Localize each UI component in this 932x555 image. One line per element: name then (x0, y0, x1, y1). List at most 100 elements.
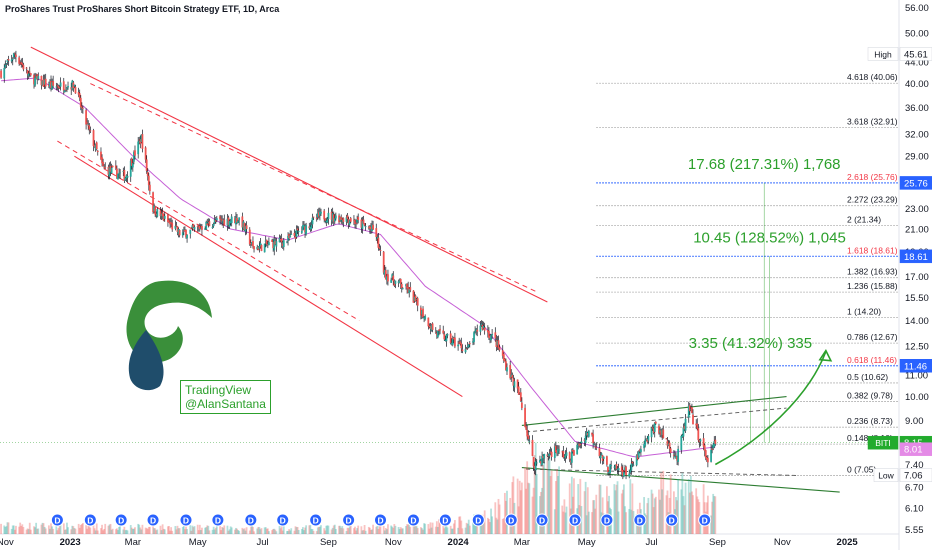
volume-bar (264, 527, 267, 534)
volume-bar (122, 529, 125, 534)
candle-body (133, 152, 135, 162)
candle-body (702, 438, 705, 447)
candle-body (434, 331, 437, 333)
volume-bar (310, 528, 313, 534)
volume-bar (15, 525, 17, 534)
candle-body (293, 232, 296, 236)
volume-bar (519, 490, 522, 534)
dividend-marker[interactable] (535, 513, 549, 527)
candle-body (338, 215, 340, 223)
fib-extension: 4.618 (40.06) 3.618 (32.91) 2.618 (25.76) 2… (0, 72, 899, 476)
projection-arrowhead (818, 349, 833, 362)
volume-bar (501, 518, 504, 534)
time-tick-label: Sep (320, 537, 337, 548)
candle-body (205, 221, 208, 230)
candle-body (228, 221, 231, 227)
candle-body (405, 284, 407, 287)
volume-bar (176, 525, 179, 534)
candle-body (580, 441, 583, 444)
volume-bar (420, 527, 422, 534)
dividend-marker[interactable] (471, 513, 485, 527)
dividend-marker[interactable] (114, 513, 128, 527)
volume-bar (390, 525, 393, 534)
candle-body (312, 216, 315, 218)
volume-bar (550, 470, 553, 534)
dividend-marker[interactable] (309, 513, 323, 527)
dividend-marker[interactable] (633, 513, 647, 527)
volume-bar (427, 524, 430, 534)
volume-bar (547, 458, 550, 534)
candle-body (460, 343, 463, 349)
dividend-marker[interactable] (568, 513, 582, 527)
candle-body (349, 218, 352, 222)
dividend-marker[interactable] (211, 513, 225, 527)
volume-bar (391, 526, 394, 534)
candle-body (310, 224, 313, 229)
candle-body (78, 93, 81, 98)
candle-body (77, 92, 80, 95)
candle-body (705, 456, 708, 460)
candle-body (699, 439, 702, 442)
candle-body (458, 342, 461, 344)
candle-body (488, 330, 490, 338)
volume-bar (681, 473, 684, 534)
volume-bar (272, 528, 275, 534)
volume-bar (114, 529, 117, 534)
wedge-lower-dashed-line (526, 468, 798, 476)
dividend-marker[interactable] (244, 513, 258, 527)
dividend-marker[interactable] (179, 513, 193, 527)
candle-body (342, 218, 345, 222)
candle-body (511, 375, 514, 379)
dividend-marker[interactable] (146, 513, 160, 527)
candles (0, 50, 717, 480)
volume-bar (384, 528, 387, 534)
dividend-marker[interactable] (600, 513, 614, 527)
volume-bar (339, 525, 342, 534)
candle-body (422, 308, 424, 318)
candle-body (281, 243, 284, 246)
dividend-marker[interactable] (665, 513, 679, 527)
candle-body (221, 219, 224, 222)
trend-channel (30, 46, 840, 493)
candle-body (266, 244, 269, 246)
volume-bar (512, 476, 515, 534)
candle-body (28, 71, 31, 73)
volume-bar (563, 499, 566, 534)
volume-bar (534, 442, 537, 534)
volume-bar (532, 487, 535, 534)
candle-body (79, 97, 82, 107)
candle-body (124, 177, 127, 181)
time-tick-label: 2023 (60, 537, 81, 548)
volume-bar (206, 525, 209, 534)
dividend-marker[interactable] (698, 513, 712, 527)
volume-bar (137, 523, 140, 534)
volume-bar (457, 527, 460, 534)
dividend-marker[interactable] (504, 513, 518, 527)
candle-body (125, 175, 128, 179)
dividend-marker[interactable] (438, 513, 452, 527)
watermark-label: TradingView @AlanSantana (180, 380, 271, 414)
volume-bar (205, 527, 208, 534)
volume-bar (19, 522, 22, 534)
dividend-marker[interactable] (83, 513, 97, 527)
volume-bar (666, 490, 669, 534)
volume-bar (138, 524, 141, 534)
volume-bar (6, 522, 9, 534)
volume-bar (354, 526, 356, 534)
dividend-marker-label: D (150, 516, 156, 526)
dividend-marker[interactable] (406, 513, 420, 527)
dividend-marker[interactable] (50, 513, 64, 527)
volume-bar (517, 506, 520, 534)
candle-body (141, 134, 144, 149)
volume-bar (585, 515, 588, 534)
candle-body (181, 232, 184, 236)
volume-bar (614, 490, 617, 534)
dividend-marker[interactable] (276, 513, 290, 527)
dividend-marker[interactable] (342, 513, 356, 527)
candle-body (398, 280, 401, 284)
candle-body (245, 225, 248, 230)
dividend-marker[interactable] (374, 513, 388, 527)
candle-body (244, 226, 247, 232)
candle-body (570, 451, 573, 463)
